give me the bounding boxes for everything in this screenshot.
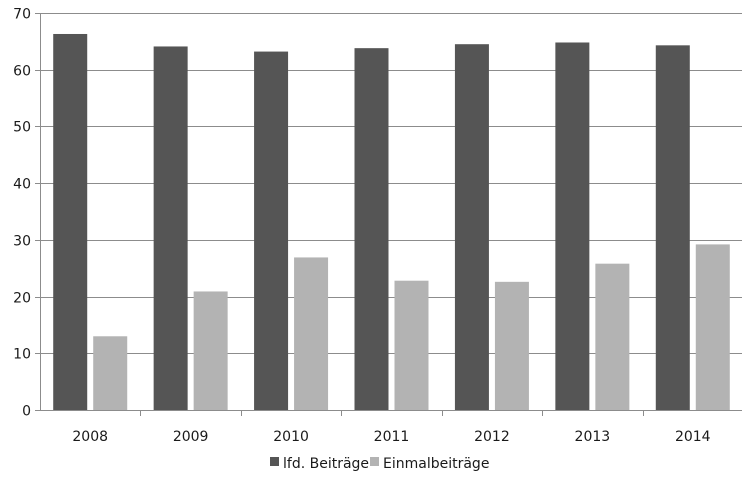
bar-lfd-beitraege <box>454 44 489 410</box>
bar-einmalbeitraege <box>494 281 529 410</box>
bar-lfd-beitraege <box>555 42 590 411</box>
x-tick-label: 2009 <box>173 429 209 445</box>
x-tick-label: 2011 <box>374 429 410 445</box>
legend: lfd. Beiträge Einmalbeiträge <box>270 456 489 472</box>
x-tick-label: 2012 <box>474 429 510 445</box>
legend-label: Einmalbeiträge <box>383 456 489 472</box>
bar-einmalbeitraege <box>595 263 630 410</box>
bar-einmalbeitraege <box>193 291 228 410</box>
x-tick-label: 2008 <box>72 429 108 445</box>
y-tick-label: 60 <box>13 64 31 80</box>
x-tick-label: 2014 <box>675 429 711 445</box>
bar-lfd-beitraege <box>254 51 289 411</box>
bars <box>53 33 730 411</box>
y-tick-label: 40 <box>13 177 31 193</box>
y-tick-label: 70 <box>13 7 31 23</box>
y-tick-label: 20 <box>13 291 31 307</box>
axes <box>35 13 742 416</box>
y-tick-label: 10 <box>13 347 31 363</box>
legend-swatch <box>270 457 279 466</box>
x-tick-label: 2013 <box>575 429 611 445</box>
gridlines <box>40 13 742 354</box>
bar-lfd-beitraege <box>354 48 389 411</box>
y-tick-labels: 0 10 20 30 40 50 60 70 <box>13 7 31 420</box>
legend-label: lfd. Beiträge <box>283 456 369 472</box>
bar-einmalbeitraege <box>93 336 128 410</box>
x-tick-labels: 2008 2009 2010 2011 2012 2013 2014 <box>72 429 710 445</box>
bar-einmalbeitraege <box>394 280 429 410</box>
legend-swatch <box>370 457 379 466</box>
bar-einmalbeitraege <box>294 257 329 410</box>
bar-lfd-beitraege <box>655 45 690 410</box>
bar-lfd-beitraege <box>153 46 188 411</box>
bar-einmalbeitraege <box>695 244 730 410</box>
y-tick-label: 30 <box>13 234 31 250</box>
bar-lfd-beitraege <box>53 33 88 411</box>
y-tick-label: 0 <box>22 404 31 420</box>
x-tick-label: 2010 <box>273 429 309 445</box>
y-tick-label: 50 <box>13 120 31 136</box>
